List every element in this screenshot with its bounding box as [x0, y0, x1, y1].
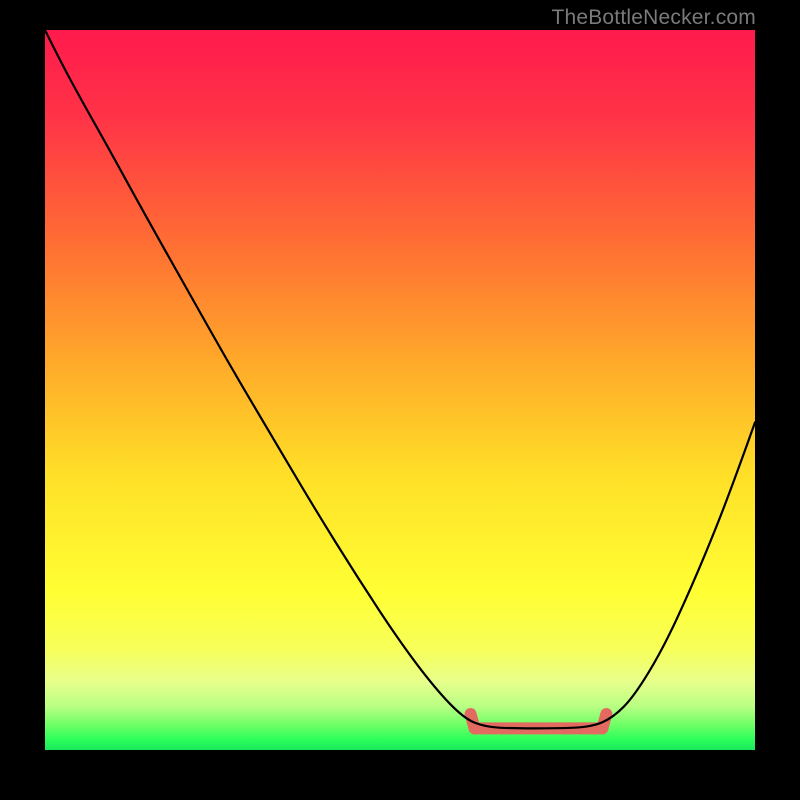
chart-frame: TheBottleNecker.com	[0, 0, 800, 800]
plot-area	[45, 30, 755, 750]
watermark-text: TheBottleNecker.com	[551, 6, 756, 30]
